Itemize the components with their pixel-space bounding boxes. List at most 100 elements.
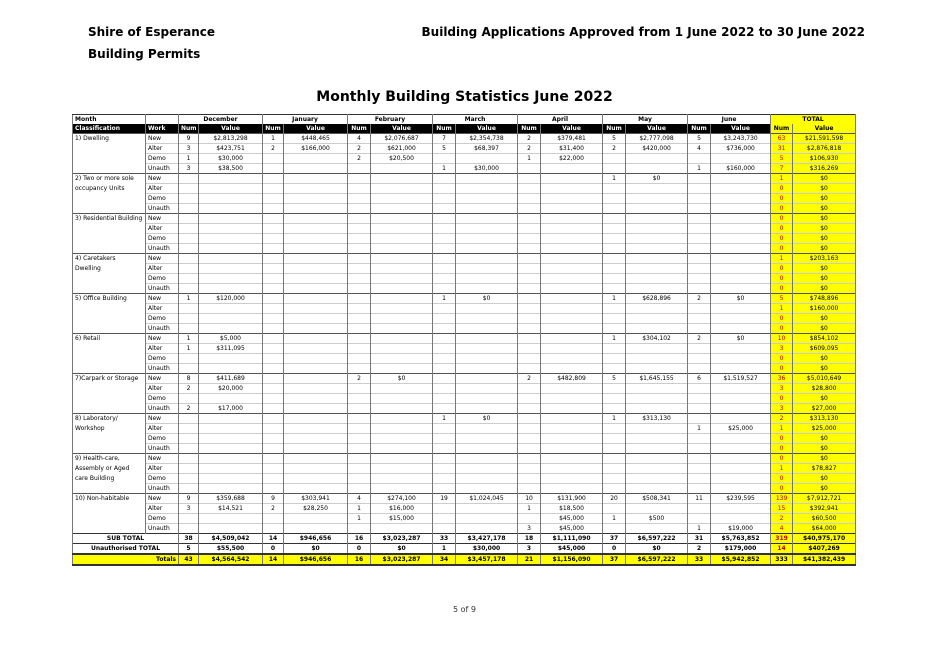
num-label: Num <box>432 124 457 134</box>
num-cell: 43 <box>178 553 199 566</box>
num-cell: 139 <box>770 493 794 504</box>
value-cell <box>370 243 434 254</box>
num-cell: 10 <box>517 493 542 504</box>
num-cell: 5 <box>602 373 627 384</box>
num-cell <box>262 433 285 444</box>
num-cell <box>262 523 285 534</box>
value-cell <box>540 263 604 274</box>
num-cell <box>517 283 542 294</box>
value-cell <box>540 393 604 404</box>
value-cell: $31,400 <box>540 143 604 154</box>
num-label: Num <box>517 124 542 134</box>
value-cell: $0 <box>792 353 857 364</box>
num-cell <box>687 433 712 444</box>
num-cell: 8 <box>178 373 199 384</box>
num-cell <box>517 233 542 244</box>
num-cell: 37 <box>602 533 627 544</box>
num-label: Num <box>178 124 199 134</box>
num-cell: 2 <box>687 543 712 554</box>
num-cell: 1 <box>687 523 712 534</box>
num-cell <box>178 413 199 424</box>
value-cell <box>197 323 264 334</box>
month-header: TOTAL <box>770 114 857 124</box>
num-cell: 1 <box>178 343 199 354</box>
num-cell <box>687 153 712 164</box>
num-cell <box>687 453 712 464</box>
work-type: Demo <box>145 313 179 324</box>
num-cell <box>432 273 457 284</box>
value-cell: $5,763,852 <box>710 533 772 544</box>
num-cell: 5 <box>178 543 199 554</box>
num-cell: 0 <box>262 543 285 554</box>
value-cell <box>455 373 519 384</box>
value-cell <box>455 193 519 204</box>
table-row: Unauth 0 $0 <box>73 203 857 214</box>
value-cell <box>455 513 519 524</box>
num-cell <box>517 263 542 274</box>
num-cell: 1 <box>517 153 542 164</box>
num-cell <box>178 393 199 404</box>
num-cell <box>262 183 285 194</box>
num-cell <box>432 253 457 264</box>
num-cell: 1 <box>687 423 712 434</box>
value-cell <box>540 183 604 194</box>
value-cell <box>455 503 519 514</box>
num-cell: 3 <box>770 403 794 414</box>
value-cell <box>625 253 689 264</box>
table-row: Alter 0 $0 <box>73 183 857 194</box>
value-cell <box>197 423 264 434</box>
num-cell <box>347 283 372 294</box>
value-cell <box>197 363 264 374</box>
table-row: Alter 3 $423,751 2 $166,000 2 $621,000 5 $68,397… <box>73 143 857 154</box>
num-cell: 3 <box>178 143 199 154</box>
value-label: Value <box>197 124 264 134</box>
num-cell <box>602 183 627 194</box>
num-cell: 0 <box>770 183 794 194</box>
table-row: 8) Laboratory/ Workshop New 1 $0 1 $313,130 2 $… <box>72 413 857 454</box>
table-row: 9) Health-care, Assembly or Aged care Bu… <box>72 453 857 494</box>
value-cell <box>197 463 264 474</box>
num-cell <box>432 443 457 454</box>
num-cell <box>687 483 712 494</box>
num-cell: 0 <box>770 473 794 484</box>
value-cell: $15,000 <box>370 513 434 524</box>
value-cell <box>283 243 349 254</box>
num-cell <box>602 443 627 454</box>
value-cell <box>710 263 772 274</box>
value-cell <box>370 413 434 424</box>
num-cell <box>517 213 542 224</box>
value-cell <box>710 403 772 414</box>
work-type: Demo <box>145 393 179 404</box>
value-cell <box>197 193 264 204</box>
value-cell: $5,000 <box>197 333 264 344</box>
value-cell <box>540 413 604 424</box>
num-cell <box>347 243 372 254</box>
num-cell <box>602 233 627 244</box>
num-cell: 2 <box>178 403 199 414</box>
num-cell <box>178 433 199 444</box>
value-cell <box>710 473 772 484</box>
num-cell <box>347 413 372 424</box>
value-cell <box>710 463 772 474</box>
num-cell: 37 <box>602 553 627 566</box>
num-cell <box>517 423 542 434</box>
num-cell <box>602 363 627 374</box>
value-cell: $166,000 <box>283 143 349 154</box>
num-cell <box>178 323 199 334</box>
value-cell: $0 <box>370 543 434 554</box>
num-cell: 9 <box>178 493 199 504</box>
num-cell: 1 <box>178 153 199 164</box>
work-type: Demo <box>145 273 179 284</box>
num-cell: 5 <box>770 293 794 304</box>
num-cell <box>178 523 199 534</box>
statistics-table: Month December January February March April Ma… <box>72 114 857 566</box>
work-type: Alter <box>145 263 179 274</box>
num-cell <box>432 283 457 294</box>
work-type: New <box>145 133 179 144</box>
value-cell: $0 <box>792 443 857 454</box>
value-cell: $3,427,178 <box>455 533 519 544</box>
value-cell <box>197 413 264 424</box>
num-cell <box>347 303 372 314</box>
value-cell <box>710 503 772 514</box>
num-cell <box>178 283 199 294</box>
